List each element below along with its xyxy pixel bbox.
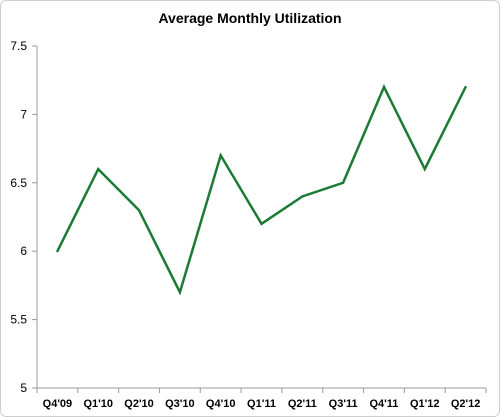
y-tick-label: 6 — [20, 244, 27, 258]
data-point — [97, 167, 100, 171]
data-point — [423, 167, 426, 171]
data-point — [137, 208, 141, 212]
y-axis-ticks: 5 5.5 6 6.5 7 7.5 — [10, 39, 37, 395]
chart-title: Average Monthly Utilization — [158, 10, 342, 26]
data-point — [382, 85, 386, 89]
data-point — [341, 181, 345, 184]
data-point — [178, 291, 182, 294]
x-tick-label: Q4'09 — [43, 398, 73, 410]
data-point — [56, 250, 59, 253]
x-tick-label: Q4'10 — [206, 398, 236, 410]
x-tick-label: Q3'11 — [329, 398, 358, 410]
x-tick-label: Q1'10 — [83, 398, 113, 410]
x-tick-label: Q4'11 — [369, 398, 398, 410]
data-point — [464, 85, 467, 89]
data-point — [260, 222, 263, 226]
series-group — [56, 84, 467, 296]
y-tick-label: 5.5 — [10, 313, 27, 327]
x-tick-label: Q1'11 — [247, 398, 276, 410]
series-line — [56, 84, 467, 296]
y-tick-label: 6.5 — [10, 176, 27, 190]
data-point — [219, 154, 222, 157]
x-tick-label: Q2'11 — [288, 398, 317, 410]
x-tick-label: Q2'12 — [451, 398, 481, 410]
data-point — [301, 195, 304, 198]
y-tick-label: 7 — [20, 107, 27, 121]
x-tick-label: Q2'10 — [124, 398, 154, 410]
x-tick-label: Q1'12 — [410, 398, 440, 410]
y-tick-label: 5 — [20, 381, 27, 395]
x-tick-label: Q3'10 — [165, 398, 195, 410]
x-axis-ticks: Q4'09 Q1'10 Q2'10 Q3'10 Q4'10 Q1'11 Q2'11 Q3'11… — [36, 388, 487, 410]
y-tick-label: 7.5 — [10, 39, 27, 53]
